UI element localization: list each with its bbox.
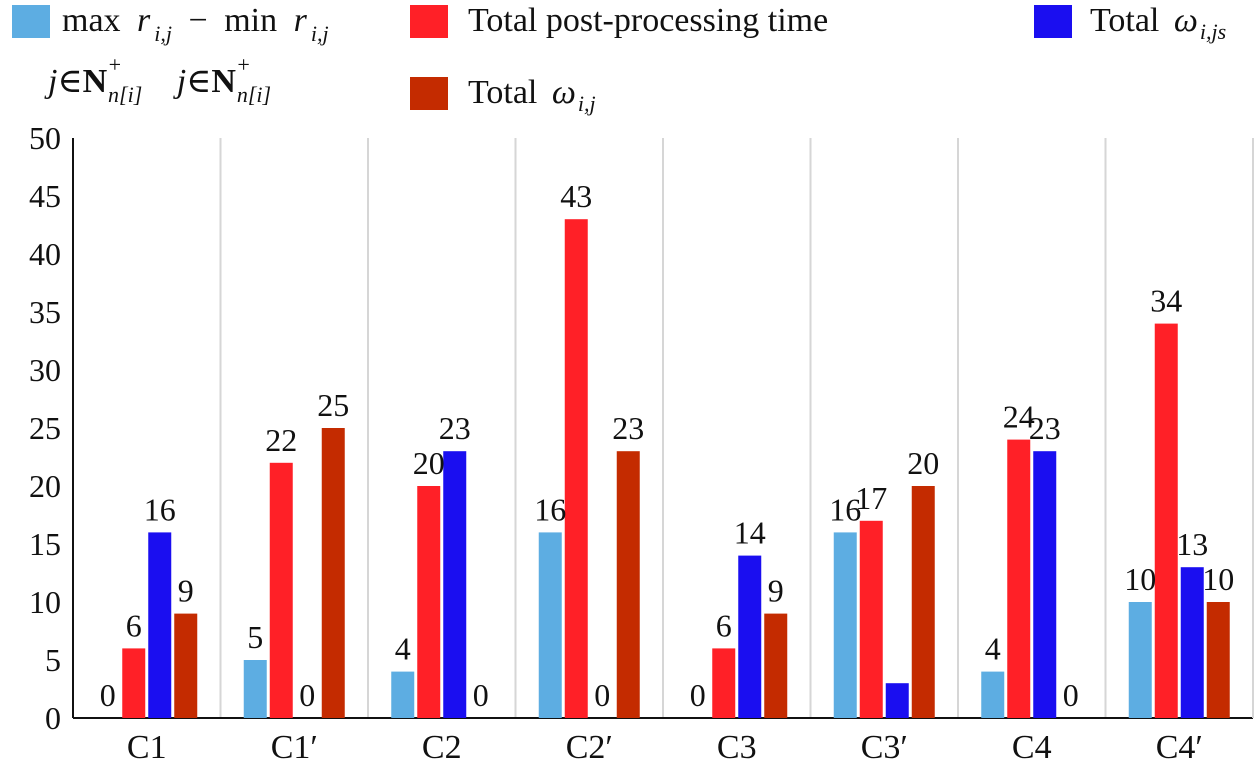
x-tick-label: C1	[127, 729, 167, 766]
bar	[391, 671, 415, 718]
x-tick-label: C2	[422, 729, 462, 766]
data-label: 0	[299, 677, 315, 713]
y-tick-label: 35	[29, 294, 61, 330]
data-label: 43	[560, 178, 592, 214]
y-tick-label: 10	[29, 584, 61, 620]
bar	[443, 451, 467, 718]
data-label: 16	[829, 491, 861, 527]
bar	[174, 613, 198, 718]
y-tick-label: 50	[29, 120, 61, 156]
data-label: 16	[144, 491, 176, 527]
legend-swatch-omega-ij	[410, 77, 448, 110]
data-label: 0	[594, 677, 610, 713]
data-label: 10	[1124, 561, 1156, 597]
bar	[417, 486, 441, 718]
bar	[712, 648, 736, 718]
y-tick-label: 40	[29, 236, 61, 272]
data-labels: 05 41601641062220436172434160230142313925…	[100, 178, 1235, 713]
data-label: 23	[612, 410, 644, 446]
bar	[243, 660, 267, 718]
bar	[1154, 323, 1178, 718]
bar	[738, 555, 762, 718]
legend-label-post-processing: Total post-processing time	[468, 2, 828, 39]
legend: max r i,j − min r i,j j∈N+ n[i] j∈N+ n[i] To…	[12, 2, 1226, 116]
bar	[859, 520, 883, 718]
legend-label-omega-ijs: Total ωi,js	[1090, 2, 1226, 44]
bar	[1206, 602, 1230, 718]
bar	[148, 532, 172, 718]
data-label: 23	[1029, 410, 1061, 446]
bar	[564, 219, 588, 718]
bar	[538, 532, 562, 718]
y-tick-label: 15	[29, 526, 61, 562]
data-label: 20	[907, 445, 939, 481]
data-label: 4	[985, 631, 1001, 667]
data-label: 22	[265, 422, 297, 458]
bar	[1180, 567, 1204, 718]
data-label: 14	[734, 515, 766, 551]
bar	[833, 532, 857, 718]
y-tick-label: 25	[29, 410, 61, 446]
x-tick-label: C1′	[271, 729, 318, 766]
bar	[321, 428, 345, 718]
y-tick-label: 0	[45, 700, 61, 736]
y-tick-label: 5	[45, 642, 61, 678]
legend-swatch-post-processing	[410, 5, 448, 38]
y-tick-label: 20	[29, 468, 61, 504]
legend-label-range: max r i,j − min r i,j	[62, 2, 329, 49]
data-label: 13	[1176, 526, 1208, 562]
legend-label-range-under: j∈N+ n[i] j∈N+ n[i]	[44, 52, 271, 110]
bar	[1033, 451, 1057, 718]
bar	[885, 683, 909, 718]
bar	[616, 451, 640, 718]
bar	[764, 613, 788, 718]
data-label: 34	[1150, 283, 1182, 319]
bar	[1128, 602, 1152, 718]
data-label: 5	[247, 619, 263, 655]
legend-swatch-range	[12, 5, 50, 38]
x-tick-label: C4′	[1156, 729, 1203, 766]
bar	[911, 486, 935, 718]
legend-label-omega-ij: Total ωi,j	[468, 74, 596, 116]
bar	[1007, 439, 1031, 718]
data-label: 6	[716, 607, 732, 643]
data-label: 4	[395, 631, 411, 667]
data-label: 0	[690, 677, 706, 713]
bar	[269, 462, 293, 718]
y-tick-label: 45	[29, 178, 61, 214]
bars	[122, 219, 1230, 718]
x-tick-label: C2′	[566, 729, 613, 766]
bar	[981, 671, 1005, 718]
data-label: 16	[534, 491, 566, 527]
data-label: 25	[317, 387, 349, 423]
data-label: 24	[1003, 399, 1035, 435]
legend-swatch-omega-ijs	[1034, 5, 1072, 38]
data-label: 9	[768, 573, 784, 609]
data-label: 10	[1202, 561, 1234, 597]
data-label: 0	[473, 677, 489, 713]
data-label: 0	[1063, 677, 1079, 713]
y-tick-label: 30	[29, 352, 61, 388]
x-tick-label: C3′	[861, 729, 908, 766]
data-label: 9	[178, 573, 194, 609]
gridlines	[219, 138, 1107, 718]
x-tick-label: C4	[1012, 729, 1052, 766]
data-label: 0	[100, 677, 116, 713]
data-label: 20	[413, 445, 445, 481]
bar	[122, 648, 146, 718]
data-label: 23	[439, 410, 471, 446]
data-label: 6	[126, 607, 142, 643]
axes	[72, 138, 1254, 719]
data-label: 17	[855, 480, 887, 516]
x-tick-label: C3	[717, 729, 757, 766]
